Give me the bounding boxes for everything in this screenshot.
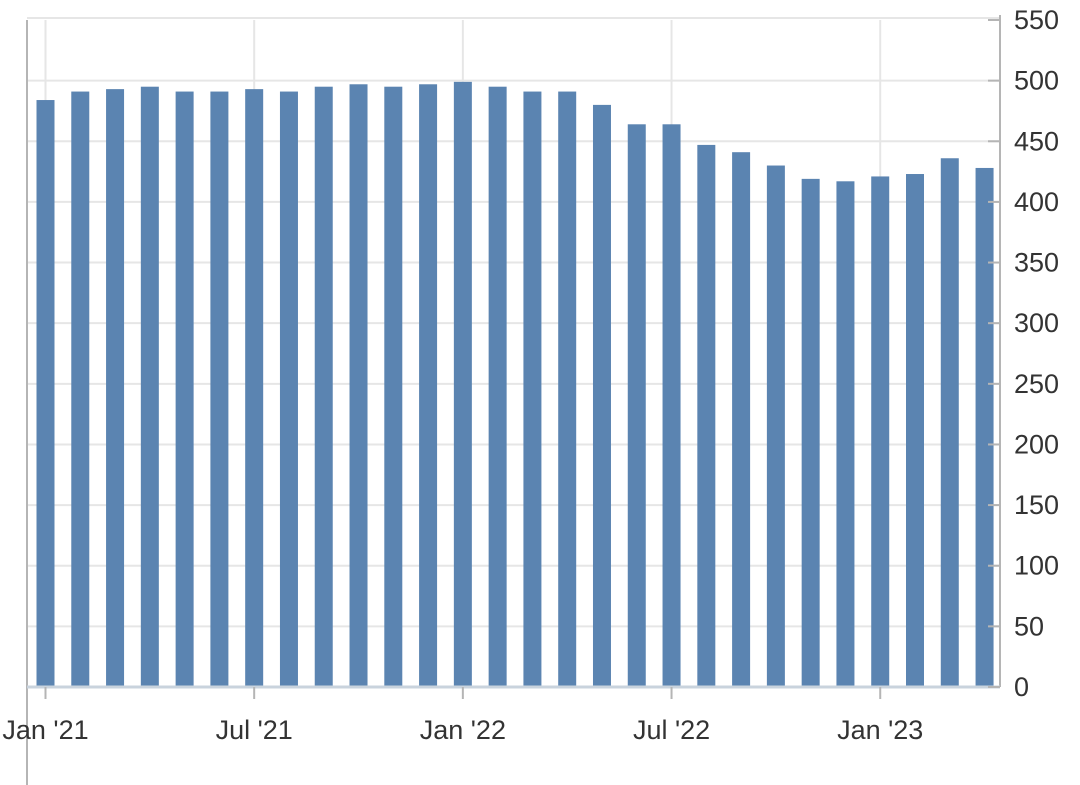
y-tick-label: 50 [1014, 611, 1044, 641]
bar-May '22 [592, 104, 611, 687]
x-axis-tick-labels: Jan '21 Jul '21 Jan '22 Jul '22 Jan '23 [2, 715, 923, 745]
y-tick-label: 0 [1014, 672, 1029, 702]
y-tick-label: 250 [1014, 369, 1059, 399]
y-tick-label: 350 [1014, 248, 1059, 278]
y-tick-label: 500 [1014, 66, 1059, 96]
y-tick-label: 100 [1014, 551, 1059, 581]
bar-May '21 [175, 91, 194, 688]
x-tick-label: Jul '22 [633, 715, 710, 745]
x-tick-label: Jul '21 [216, 715, 293, 745]
x-tick-label: Jan '21 [2, 715, 88, 745]
y-axis-tick-labels: 0 50 100 150 200 250 300 350 400 450 500 550 [1014, 5, 1059, 702]
y-tick-label: 200 [1014, 429, 1059, 459]
bar-Apr '22 [558, 91, 577, 688]
bar-Sep '21 [314, 86, 333, 687]
y-tick-label: 400 [1014, 187, 1059, 217]
x-tick-label: Jan '22 [420, 715, 506, 745]
bar-Jan '21 [36, 100, 55, 688]
bar-Oct '22 [766, 165, 785, 687]
bar-Mar '21 [106, 89, 125, 687]
bar-Aug '22 [697, 144, 716, 688]
bar-Dec '22 [836, 181, 855, 687]
bar-Nov '21 [384, 86, 403, 687]
bar-Nov '22 [801, 178, 820, 687]
bar-Jul '22 [662, 124, 681, 687]
bar-Dec '21 [419, 84, 438, 688]
bar-Sep '22 [732, 152, 751, 688]
y-tick-label: 150 [1014, 490, 1059, 520]
bar-Jun '21 [210, 91, 229, 688]
bar-Jan '22 [453, 81, 472, 687]
x-tick-label: Jan '23 [837, 715, 923, 745]
bar-Mar '22 [523, 91, 542, 688]
bar-Jun '22 [627, 124, 646, 687]
bar-Jan '23 [871, 176, 890, 687]
bar-Feb '21 [71, 91, 90, 688]
bar-Aug '21 [279, 91, 298, 688]
bar-Apr '23 [975, 167, 994, 687]
bar-Feb '23 [906, 174, 924, 687]
bar-Mar '23 [940, 158, 959, 687]
bar-Apr '21 [140, 86, 159, 687]
bar-series [36, 81, 994, 688]
bar-Feb '22 [488, 86, 507, 687]
y-tick-label: 450 [1014, 126, 1059, 156]
bar-Jul '21 [245, 89, 264, 687]
y-tick-label: 550 [1014, 5, 1059, 35]
axes [26, 15, 1001, 785]
y-tick-label: 300 [1014, 308, 1059, 338]
bar-Oct '21 [349, 84, 368, 688]
